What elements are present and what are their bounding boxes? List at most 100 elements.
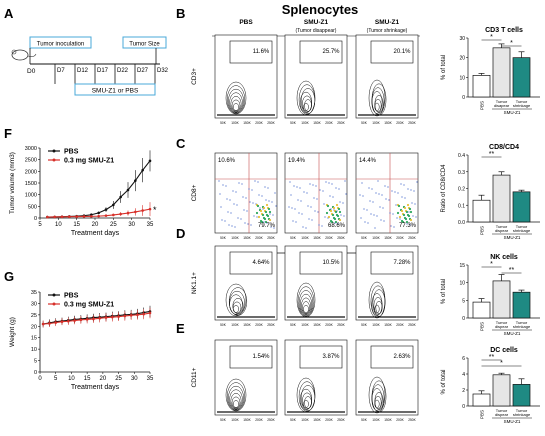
flow-xtick: 100K (231, 236, 239, 240)
tumor-inoculation-label: Tumor inoculation (37, 42, 84, 48)
scatter-point (219, 193, 221, 195)
scatter-point (309, 183, 311, 185)
flow-xtick: 150K (384, 323, 392, 327)
sig-mark: * (500, 360, 503, 367)
scatter-point (416, 181, 418, 183)
chart-xtick-label: 25 (115, 376, 122, 382)
chart-xlabel: Treatment days (71, 230, 120, 237)
plot-frame (355, 152, 419, 234)
bar-xtick-label: PBS (480, 226, 485, 235)
scatter-point (390, 225, 392, 227)
scatter-point (222, 184, 224, 186)
scatter-point (296, 186, 298, 188)
chart-ytick-label: 5 (34, 359, 37, 365)
scatter-point (332, 206, 336, 210)
series-point (148, 207, 152, 211)
flow-xtick: 50K (290, 418, 297, 422)
scatter-point (360, 217, 362, 219)
series-point (126, 211, 130, 215)
quadrant-top-left-value: 19.4% (288, 158, 306, 164)
chart-xtick-label: 5 (38, 222, 42, 228)
bar-xtick-label: shrinkage (513, 324, 531, 329)
bar-panel: CD8/CD4 Ratio of CD8/CD4 0.0 0.1 0.2 0.3 0.4 PB… (441, 144, 540, 240)
chart-ytick-label: 30 (31, 301, 37, 307)
flow-plot: 50K 100K 150K 200K 250K 1.54% (214, 339, 278, 422)
scatter-point (367, 222, 369, 224)
tumor-size-box (122, 36, 167, 49)
scatter-point (404, 197, 406, 199)
scatter-point (335, 187, 337, 189)
flow-xtick: 200K (396, 236, 404, 240)
gate-box (299, 345, 343, 369)
flow-xtick: 200K (396, 121, 404, 125)
scatter-point (220, 206, 222, 208)
plot-frame (214, 339, 278, 416)
sig-mark: ** (489, 354, 495, 361)
tumor-inoculation-box (29, 36, 92, 49)
contour-line (374, 304, 380, 314)
scatter-point (382, 207, 384, 209)
chart-xtick-label: 25 (110, 222, 117, 228)
scatter-point (311, 219, 313, 221)
series-point (85, 318, 89, 321)
contour-line (298, 290, 314, 316)
contour-line (231, 99, 241, 112)
chart-xtick-label: 30 (131, 376, 138, 382)
scatter-point (410, 189, 412, 191)
scatter-point (226, 198, 228, 200)
scatter-point (323, 203, 325, 205)
column-subheader: (Tumor shrinkage) (367, 28, 408, 34)
sig-mark: ** (509, 267, 515, 274)
scatter-point (389, 212, 391, 214)
scatter-point (328, 182, 330, 184)
flow-xtick: 250K (267, 121, 275, 125)
scatter-point (231, 225, 233, 227)
series-point (142, 312, 146, 316)
plot-frame (284, 339, 348, 416)
chart-ytick-label: 3000 (25, 146, 37, 152)
scatter-point (299, 187, 301, 189)
flow-plot: 50K 100K 150K 200K 250K 10.6% 79.7% (214, 152, 278, 240)
series-point (54, 321, 58, 324)
flow-xtick: 150K (384, 121, 392, 125)
flow-xtick: 150K (313, 323, 321, 327)
bar-xtick-label: dispear (495, 412, 509, 417)
scatter-point (271, 201, 273, 203)
scatter-point (263, 221, 265, 223)
panel-letter-b: B (176, 6, 185, 21)
flow-xtick: 200K (396, 418, 404, 422)
chart-ytick-label: 10 (31, 347, 37, 353)
scatter-point (236, 204, 238, 206)
flow-xtick: 150K (313, 418, 321, 422)
flow-xtick: 50K (361, 121, 368, 125)
timeline-day-label: D17 (97, 68, 109, 74)
flow-xtick: 100K (372, 323, 380, 327)
contour-line (371, 388, 383, 411)
flow-plot: 50K 100K 150K 200K 250K 10.5% (284, 245, 348, 327)
chart-xlabel: Treatment days (71, 384, 120, 391)
scatter-point (340, 214, 342, 216)
scatter-point (383, 220, 385, 222)
contour-line (231, 396, 241, 409)
gate-value: 7.28% (393, 260, 411, 266)
chart-ytick-label: 0 (34, 216, 37, 222)
bar-xtick-label: shrinkage (513, 103, 531, 108)
scatter-point (270, 226, 272, 228)
scatter-point (401, 220, 405, 224)
scatter-point (391, 190, 393, 192)
scatter-point (397, 192, 399, 194)
bar-xtick-label: Tumor (516, 320, 528, 325)
bar (492, 280, 511, 319)
series-point (136, 313, 139, 317)
scatter-point (319, 189, 321, 191)
flow-xtick: 200K (255, 236, 263, 240)
series-point (98, 316, 102, 320)
contour-line (226, 85, 246, 114)
scatter-point (250, 224, 252, 226)
scatter-point (316, 198, 318, 200)
scatter-point (292, 220, 294, 222)
flow-xtick: 50K (220, 323, 227, 327)
series-point (82, 215, 86, 218)
series-point (148, 159, 152, 163)
